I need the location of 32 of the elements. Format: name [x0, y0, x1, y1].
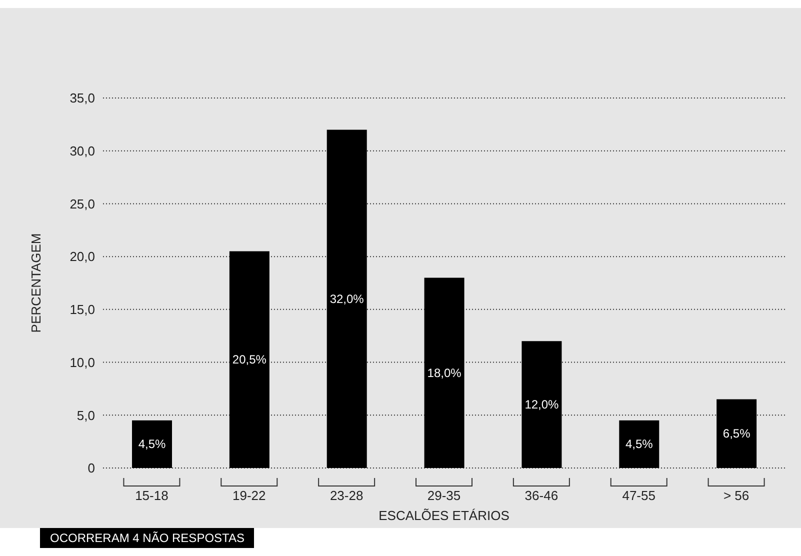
- x-tick-label: 19-22: [232, 488, 266, 503]
- y-tick-label: 0: [88, 460, 95, 476]
- x-tick-label: > 56: [723, 488, 750, 503]
- bar: [229, 251, 270, 468]
- y-tick-label: 10,0: [70, 354, 95, 370]
- data-label: 6,5%: [722, 426, 751, 441]
- y-tick-label: 20,0: [70, 249, 95, 264]
- bar: [522, 341, 562, 468]
- bar: [326, 130, 367, 468]
- text: OCORRERAM 4 NÃO RESPOSTAS: [40, 528, 254, 548]
- y-axis-title: PERCENTAGEM: [28, 233, 44, 333]
- y-tick-label: 15,0: [70, 302, 95, 318]
- data-label: 4,5%: [625, 437, 654, 452]
- x-tick-label: 29-35: [427, 488, 461, 503]
- x-tick-label: 36-46: [524, 488, 558, 503]
- y-tick-label: 5,0: [76, 408, 95, 423]
- data-label: 12,0%: [524, 398, 560, 412]
- y-tick-label: 35,0: [70, 90, 95, 106]
- y-tick-label: 30,0: [70, 143, 95, 158]
- data-label: 18,0%: [427, 366, 462, 380]
- x-tick-label: 47-55: [622, 488, 656, 503]
- bar: [132, 420, 172, 468]
- data-label: 32,0%: [330, 292, 364, 306]
- bar: [619, 420, 660, 468]
- bar: [716, 399, 757, 468]
- data-label: 20,5%: [232, 352, 267, 367]
- x-axis-title: ESCALÕES ETÁRIOS: [378, 508, 510, 523]
- data-label: 4,5%: [138, 437, 166, 452]
- x-tick-label: 15-18: [135, 488, 168, 503]
- y-tick-label: 25,0: [70, 196, 95, 212]
- bar: [424, 278, 464, 468]
- x-tick-label: 23-28: [330, 488, 364, 503]
